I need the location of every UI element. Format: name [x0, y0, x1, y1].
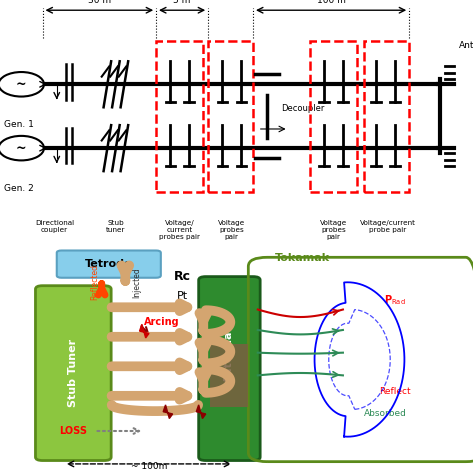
Text: Voltage/current
probe pair: Voltage/current probe pair [360, 219, 416, 233]
Text: LOSS: LOSS [59, 426, 88, 436]
FancyBboxPatch shape [57, 251, 161, 278]
Text: Reflected: Reflected [90, 264, 99, 300]
Text: Gen. 2: Gen. 2 [4, 184, 34, 193]
FancyBboxPatch shape [199, 277, 260, 461]
Text: Stub Tuner: Stub Tuner [68, 339, 79, 407]
Bar [210, 343, 248, 407]
Text: Voltage
probes
pair: Voltage probes pair [320, 219, 347, 240]
Text: Injected: Injected [132, 267, 141, 298]
Text: Gen. 1: Gen. 1 [4, 120, 34, 129]
Text: Antenna: Antenna [459, 42, 473, 51]
Polygon shape [163, 405, 173, 419]
Text: Absorbed: Absorbed [364, 410, 407, 419]
Text: 100 m: 100 m [316, 0, 346, 5]
Text: Arcing: Arcing [144, 317, 180, 327]
Text: Voltage/
current
probes pair: Voltage/ current probes pair [159, 219, 200, 240]
Text: ~: ~ [16, 141, 26, 155]
Text: Voltage
probes
pair: Voltage probes pair [218, 219, 245, 240]
Text: Directional
coupler: Directional coupler [35, 219, 74, 233]
Polygon shape [140, 324, 149, 338]
FancyBboxPatch shape [35, 286, 111, 461]
Text: Tetrode: Tetrode [85, 259, 132, 269]
Text: Reflect: Reflect [379, 387, 411, 396]
Text: Stub
tuner: Stub tuner [106, 219, 126, 233]
Text: Decoupler: Decoupler [281, 104, 325, 113]
Text: 30 m: 30 m [88, 0, 111, 5]
Bar [156, 41, 203, 192]
Bar [310, 41, 357, 192]
Text: Tokamak: Tokamak [275, 253, 330, 263]
Text: P$_{\rm Rad}$: P$_{\rm Rad}$ [384, 294, 406, 307]
Text: Rc: Rc [174, 270, 191, 283]
Bar [364, 41, 409, 192]
Text: Pt: Pt [176, 291, 188, 301]
Polygon shape [196, 405, 206, 419]
Text: ~ 100m: ~ 100m [131, 462, 167, 471]
Text: ~: ~ [16, 78, 26, 91]
Text: Antenna: Antenna [224, 331, 235, 384]
Bar [208, 41, 253, 192]
Text: 5 m: 5 m [174, 0, 191, 5]
